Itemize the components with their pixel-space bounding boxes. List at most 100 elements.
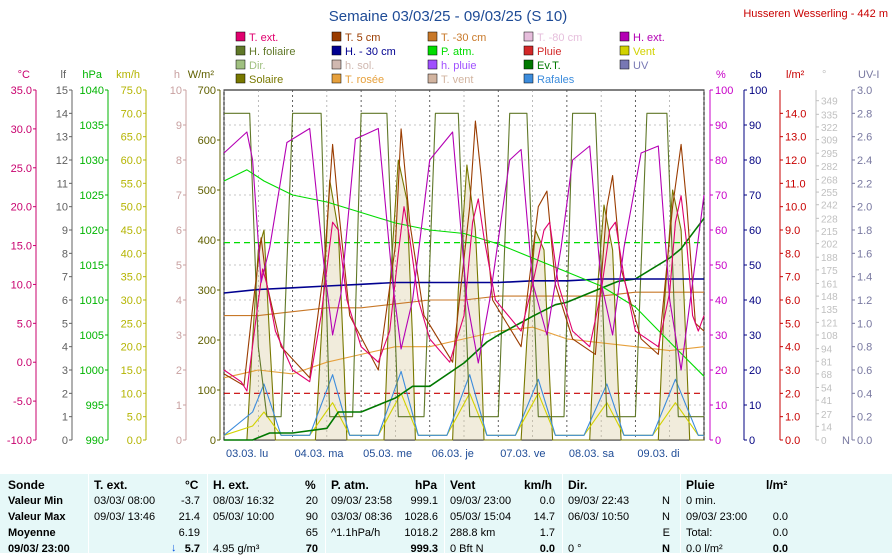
axis-tick-label-lf: 0 [62, 435, 68, 447]
axis-tick-label-cb: 100 [749, 85, 767, 97]
axis-unit-: ° [822, 69, 826, 81]
axis-tick-label-uv-i: 0.4 [857, 388, 872, 400]
axis-tick-label-lf: 5 [62, 318, 68, 330]
vent-mean-value: 1.7 [539, 527, 555, 539]
patm-max-value: 1028.6 [404, 511, 438, 523]
axis-tick-label-: 108 [821, 331, 838, 342]
axis-tick-label-uv-i: 3.0 [857, 85, 872, 97]
axis-tick-label-cb: 90 [749, 120, 761, 132]
legend-label-t-ros-e: T. rosée [345, 74, 384, 86]
vent-min-time: 09/03/ 23:00 [450, 495, 512, 507]
axis-tick-label-cb: 20 [749, 365, 761, 377]
row-label-max: Valeur Max [8, 511, 66, 523]
axis-tick-label-: 0 [715, 435, 721, 447]
legend-label-ev-t: Ev.T. [537, 60, 561, 72]
series-line-t-5-cm [223, 120, 705, 387]
axis-unit-l-m: l/m² [786, 69, 805, 81]
axis-tick-label-hpa: 1015 [80, 260, 104, 272]
legend-swatch-vent [619, 45, 630, 56]
sonde-header: Sonde [8, 478, 45, 492]
pluie-current-value: 0.0 [772, 543, 788, 555]
axis-unit-: % [716, 69, 726, 81]
weather-chart: Semaine 03/03/25 - 09/03/25 (S 10) Husse… [7, 8, 888, 460]
day-labels: 03.03. lu 04.03. ma 05.03. me 06.03. je 07.0… [226, 448, 680, 460]
series-line-t-ros-e [223, 326, 705, 379]
vent-max-time: 05/03/ 15:04 [450, 511, 512, 523]
legend-label-dir: Dir. [249, 60, 266, 72]
axis-tick-label-km-h: 65.0 [121, 132, 142, 144]
axis-tick-label-w-m: 100 [198, 385, 216, 397]
axis-tick-label-c: 20.0 [11, 202, 32, 214]
axis-tick-label-lf: 13 [56, 132, 68, 144]
axis-tick-label-km-h: 25.0 [121, 318, 142, 330]
axis-unit-lf: lf [61, 69, 67, 81]
axis-tick-label-uv-i: 1.6 [857, 248, 872, 260]
axis-tick-label-uv-i: 0.0 [857, 435, 872, 447]
axis-tick-label-: 80 [715, 155, 727, 167]
axis-tick-label-l-m: 0.0 [785, 435, 800, 447]
day-label: 08.03. sa [569, 448, 615, 460]
axis-tick-label-lf: 3 [62, 365, 68, 377]
axis-unit-c: °C [18, 69, 30, 81]
vent-distance-label: 288.8 km [450, 527, 496, 539]
axis-tick-label-hpa: 1020 [80, 225, 104, 237]
legend-label-rafales: Rafales [537, 74, 575, 86]
axis-tick-label-: 20 [715, 365, 727, 377]
axis-tick-label-h: 7 [176, 190, 182, 202]
axis-tick-label-hpa: 1005 [80, 330, 104, 342]
axis-tick-label-lf: 6 [62, 295, 68, 307]
axis-tick-label-: 135 [821, 305, 838, 316]
axis-unit-cb: cb [750, 69, 762, 81]
axis-tick-label-w-m: 500 [198, 185, 216, 197]
axis-tick-label-uv-i: 1.0 [857, 318, 872, 330]
day-label: 07.03. ve [500, 448, 545, 460]
row-label-min: Valeur Min [8, 495, 64, 507]
legend-swatch-h-30-cm [331, 45, 342, 56]
axis-tick-label-hpa: 1030 [80, 155, 104, 167]
axis-tick-label-c: -5.0 [13, 396, 32, 408]
grid [223, 90, 705, 440]
axis-tick-label-c: 5.0 [17, 318, 32, 330]
axis-tick-label-uv-i: 1.2 [857, 295, 872, 307]
legend-swatch-uv [619, 59, 630, 70]
text-min-value: -3.7 [181, 495, 200, 507]
left-axes: °C35.030.025.020.015.010.05.00.0-5.0-10.… [7, 69, 221, 447]
axis-tick-label-: 70 [715, 190, 727, 202]
pluie-unit: l/m² [766, 478, 788, 492]
axis-tick-label-: 121 [821, 318, 838, 329]
dir-max-value: N [662, 511, 670, 523]
axis-tick-label-: 268 [821, 175, 838, 186]
axis-tick-label-: 81 [821, 357, 833, 368]
axis-tick-label-l-m: 6.0 [785, 295, 800, 307]
axis-tick-label-uv-i: 2.4 [857, 155, 872, 167]
axis-tick-label-uv-i: 0.8 [857, 342, 872, 354]
axis-tick-label-: 94 [821, 345, 833, 356]
legend-swatch-solaire [235, 73, 246, 84]
axis-tick-label-: 335 [821, 110, 838, 121]
axis-tick-label-w-m: 200 [198, 335, 216, 347]
axis-tick-label-: 41 [821, 396, 833, 407]
dir-current-degrees: 0 ° [568, 543, 582, 555]
axis-tick-label-lf: 7 [62, 272, 68, 284]
axis-tick-label-: 148 [821, 292, 838, 303]
axis-tick-label-w-m: 0 [210, 435, 216, 447]
series-line-p-atm [223, 169, 705, 377]
axis-tick-label-h: 1 [176, 400, 182, 412]
axis-tick-label-lf: 2 [62, 388, 68, 400]
patm-min-value: 999.1 [410, 495, 438, 507]
legend-label-t-5-cm: T. 5 cm [345, 32, 380, 44]
axis-tick-label-km-h: 10.0 [121, 388, 142, 400]
plot-area [223, 89, 705, 441]
axis-tick-label-cb: 0 [749, 435, 755, 447]
axis-tick-label-km-h: 75.0 [121, 85, 142, 97]
legend-swatch-h-sol [331, 59, 342, 70]
hext-max-time: 05/03/ 10:00 [213, 511, 275, 523]
axis-tick-label-c: 0.0 [17, 357, 32, 369]
axis-tick-label-l-m: 11.0 [785, 178, 806, 190]
legend-swatch-h-ext [619, 31, 630, 42]
series-line-rafales [223, 370, 704, 436]
axis-tick-label-km-h: 15.0 [121, 365, 142, 377]
patm-max-time: 03/03/ 08:36 [331, 511, 393, 523]
axis-tick-label-h: 8 [176, 155, 182, 167]
day-label: 06.03. je [432, 448, 474, 460]
